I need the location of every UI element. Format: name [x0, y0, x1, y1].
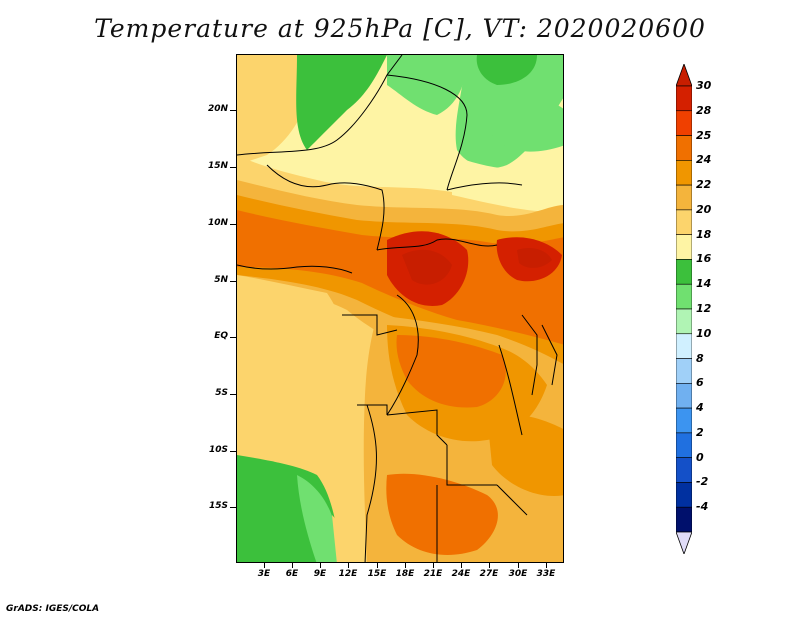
lat-tick: [230, 281, 236, 282]
map-panel: [236, 54, 564, 563]
colorbar-swatch: [676, 482, 692, 508]
lon-label-15e: 15E: [367, 569, 387, 579]
colorbar-label: -2: [696, 475, 709, 489]
lon-label-21e: 21E: [423, 569, 443, 579]
colorbar-label: 2: [696, 425, 704, 439]
colorbar-label: -4: [696, 500, 709, 514]
colorbar-top-arrow: [676, 64, 692, 87]
colorbar-label: 16: [696, 252, 712, 266]
lon-label-30e: 30E: [508, 569, 528, 579]
colorbar-label: 20: [696, 202, 712, 216]
colorbar-label: 6: [696, 376, 704, 390]
lat-label-eq: EQ: [214, 331, 228, 341]
colorbar-swatch: [676, 110, 692, 136]
colorbar-label: 12: [696, 302, 712, 315]
colorbar-label: 10: [696, 326, 712, 340]
colorbar-swatch: [676, 432, 692, 458]
colorbar-swatch: [676, 209, 692, 235]
lon-tick: [546, 563, 547, 568]
lat-tick: [230, 167, 236, 168]
colorbar-label: 18: [696, 227, 712, 241]
lat-tick: [230, 451, 236, 452]
colorbar-label: 25: [696, 128, 712, 142]
lat-tick: [230, 110, 236, 111]
colorbar-swatch: [676, 234, 692, 260]
colorbar-swatch: [676, 135, 692, 161]
colorbar-swatch: [676, 85, 692, 112]
lat-label-15s: 15S: [208, 501, 228, 511]
lon-tick: [348, 563, 349, 568]
lon-label-3e: 3E: [257, 569, 271, 579]
colorbar-swatch: [676, 383, 692, 409]
colorbar-label: 22: [696, 178, 712, 192]
lon-tick: [461, 563, 462, 568]
colorbar-swatch: [676, 358, 692, 384]
colorbar-swatch: [676, 308, 692, 335]
lon-label-18e: 18E: [395, 569, 415, 579]
lon-tick: [489, 563, 490, 568]
colorbar-label: 4: [696, 401, 704, 415]
lon-tick: [518, 563, 519, 568]
lat-label-10n: 10N: [207, 218, 228, 228]
colorbar-label: 8: [696, 351, 704, 365]
lon-tick: [405, 563, 406, 568]
lon-label-27e: 27E: [479, 569, 499, 579]
colorbar-swatch: [676, 457, 692, 483]
colorbar-bottom-arrow: [676, 531, 692, 554]
lat-label-10s: 10S: [208, 445, 228, 455]
colorbar-label: 28: [696, 103, 712, 117]
chart-title: Temperature at 925hPa [C], VT: 202002060…: [94, 14, 706, 43]
colorbar-label: 24: [696, 153, 712, 167]
lon-label-6e: 6E: [285, 569, 299, 579]
colorbar-swatch: [676, 184, 692, 211]
lon-tick: [264, 563, 265, 568]
lon-tick: [320, 563, 321, 568]
lat-tick: [230, 394, 236, 395]
colorbar-swatch: [676, 333, 692, 359]
temperature-field: [237, 55, 563, 562]
colorbar-swatch: [676, 506, 692, 533]
lat-tick: [230, 507, 236, 508]
colorbar-label: 14: [696, 277, 712, 291]
lon-tick: [292, 563, 293, 568]
lon-label-12e: 12E: [338, 569, 358, 579]
footer-credit: GrADS: IGES/COLA: [6, 604, 100, 614]
colorbar-swatch: [676, 407, 692, 434]
colorbar: [676, 64, 692, 554]
lon-tick: [377, 563, 378, 568]
colorbar-swatch: [676, 283, 692, 310]
lon-label-9e: 9E: [313, 569, 327, 579]
lat-tick: [230, 224, 236, 225]
lon-label-24e: 24E: [451, 569, 471, 579]
colorbar-swatch: [676, 160, 692, 186]
colorbar-label: 30: [696, 79, 712, 92]
colorbar-swatch: [676, 259, 692, 285]
lat-label-5s: 5S: [215, 388, 228, 398]
lon-label-33e: 33E: [536, 569, 556, 579]
lat-label-20n: 20N: [207, 104, 228, 114]
lon-tick: [433, 563, 434, 568]
colorbar-label: 0: [696, 450, 704, 464]
lat-label-15n: 15N: [207, 161, 228, 171]
lat-tick: [230, 337, 236, 338]
lat-label-5n: 5N: [214, 275, 228, 285]
